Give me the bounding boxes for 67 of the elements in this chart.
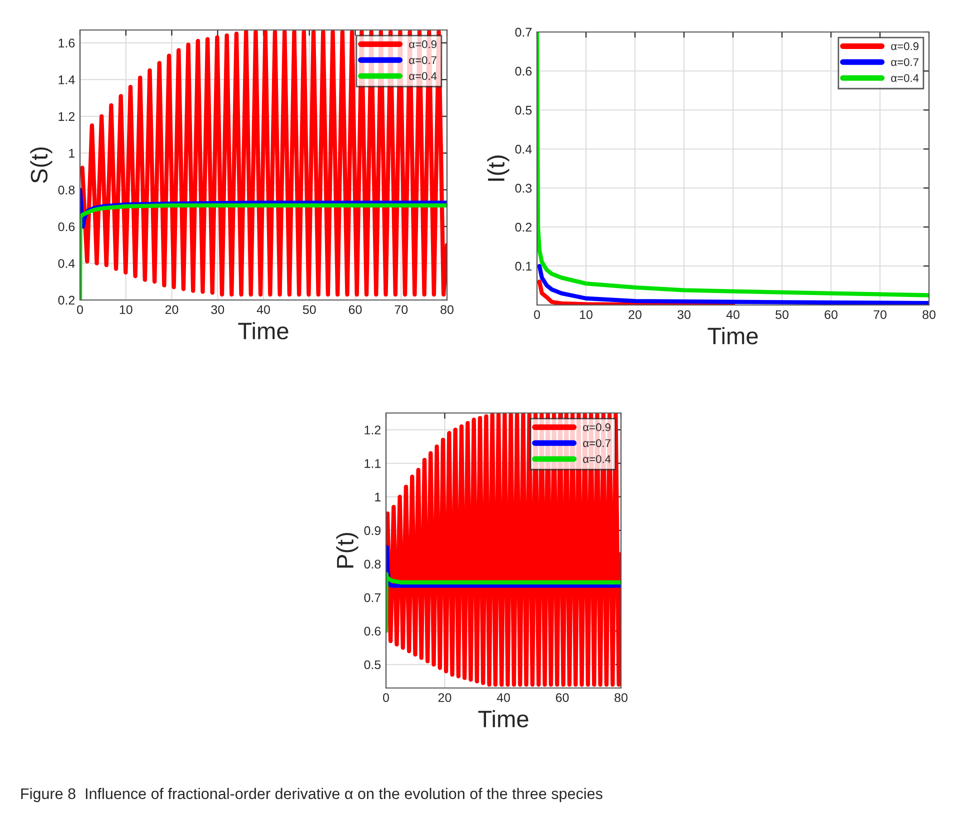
y-tick-label: 1.1 xyxy=(364,459,381,468)
y-axis-title: S(t) xyxy=(30,147,52,183)
x-tick-label: 50 xyxy=(776,310,788,320)
x-tick-label: 60 xyxy=(824,310,838,320)
x-tick-label: 70 xyxy=(394,305,408,314)
y-axis-title: I(t) xyxy=(487,156,510,181)
legend-label: α=0.7 xyxy=(409,56,436,64)
x-tick-label: 0 xyxy=(383,693,389,702)
legend-label: α=0.4 xyxy=(409,72,437,80)
y-tick-label: 1.6 xyxy=(58,38,75,48)
x-tick-label: 40 xyxy=(496,693,510,702)
y-tick-label: 0.7 xyxy=(515,28,532,37)
x-tick-label: 0 xyxy=(534,310,540,320)
y-tick-label: 0.9 xyxy=(364,526,381,536)
line-series xyxy=(537,280,736,305)
x-tick-label: 0 xyxy=(77,305,83,314)
y-tick-label: 0.4 xyxy=(58,259,75,268)
x-tick-label: 20 xyxy=(628,310,642,320)
y-axis-title: P(t) xyxy=(336,532,358,568)
y-tick-label: 0.2 xyxy=(515,222,532,232)
y-tick-label: 0.8 xyxy=(364,560,381,569)
y-tick-label: 0.2 xyxy=(58,296,75,305)
x-tick-label: 10 xyxy=(580,310,592,320)
x-tick-label: 30 xyxy=(211,305,224,314)
legend-label: α=0.9 xyxy=(891,42,918,50)
legend-label: α=0.4 xyxy=(891,74,919,82)
y-tick-label: 0.5 xyxy=(364,660,381,670)
x-tick-label: 60 xyxy=(348,305,362,314)
y-tick-label: 1.4 xyxy=(58,76,75,84)
x-axis-title: Time xyxy=(708,327,758,344)
y-tick-label: 0.6 xyxy=(515,66,532,76)
legend-label: α=0.7 xyxy=(891,58,918,66)
legend-label: α=0.4 xyxy=(583,455,611,463)
y-tick-label: 1.2 xyxy=(58,112,75,121)
x-tick-label: 40 xyxy=(256,305,270,314)
x-tick-label: 80 xyxy=(614,693,628,702)
legend-label: α=0.7 xyxy=(583,439,610,448)
y-tick-label: 0.6 xyxy=(364,626,381,636)
y-tick-label: 1 xyxy=(375,492,381,502)
line-series xyxy=(386,413,621,687)
x-tick-label: 70 xyxy=(874,310,886,320)
line-series xyxy=(386,572,621,634)
x-tick-label: 40 xyxy=(726,310,740,320)
caption: Figure 8 Influence of fractional-order derivative α on the evolution of the three species xyxy=(21,788,602,802)
legend-label: α=0.9 xyxy=(583,423,610,432)
y-tick-label: 0.3 xyxy=(515,184,532,193)
y-tick-label: 0.4 xyxy=(515,144,532,154)
x-tick-label: 10 xyxy=(120,305,132,314)
x-tick-label: 20 xyxy=(165,305,178,314)
x-tick-label: 30 xyxy=(678,310,690,320)
legend-label: α=0.9 xyxy=(409,40,436,48)
x-tick-label: 80 xyxy=(922,310,936,320)
x-axis-title: Time xyxy=(238,322,288,340)
y-tick-label: 1.2 xyxy=(364,426,381,434)
y-tick-label: 0.6 xyxy=(58,222,75,232)
y-tick-label: 0.8 xyxy=(58,186,75,194)
y-tick-label: 1 xyxy=(69,148,75,158)
line-series xyxy=(386,545,621,588)
x-axis-title: Time xyxy=(478,710,528,728)
x-tick-label: 50 xyxy=(302,305,316,314)
x-tick-label: 20 xyxy=(438,693,452,702)
y-tick-label: 0.7 xyxy=(364,593,381,602)
y-tick-label: 0.1 xyxy=(515,262,532,271)
x-tick-label: 80 xyxy=(440,305,454,314)
x-tick-label: 60 xyxy=(556,693,569,702)
y-tick-label: 0.5 xyxy=(515,106,532,115)
line-series xyxy=(80,30,447,297)
